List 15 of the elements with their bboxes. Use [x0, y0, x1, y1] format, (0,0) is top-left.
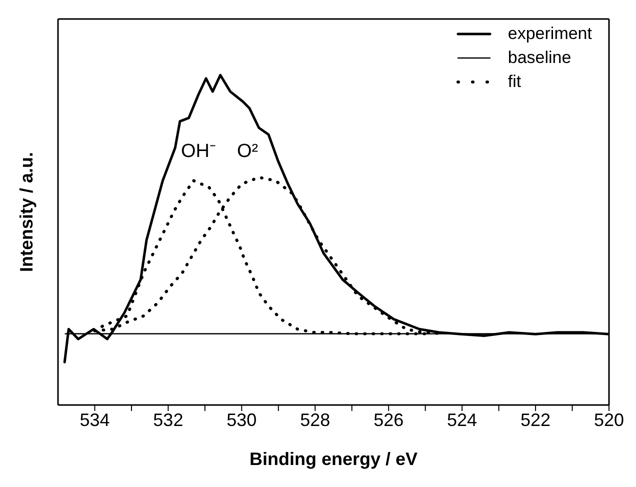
x-tick-label: 528 — [300, 410, 330, 430]
x-tick-label: 532 — [153, 410, 184, 430]
x-axis-title: Binding energy / eV — [249, 449, 418, 469]
x-tick-label: 530 — [226, 410, 257, 430]
y-axis-title: Intensity / a.u. — [16, 152, 36, 272]
x-tick-label: 534 — [80, 410, 110, 430]
legend-label: fit — [508, 72, 522, 92]
legend-label: experiment — [508, 24, 592, 44]
annotation: OH⁻ — [180, 141, 216, 162]
legend-label: baseline — [508, 48, 572, 68]
x-tick-label: 526 — [374, 410, 404, 430]
x-tick-label: 522 — [520, 410, 551, 430]
x-tick-label: 524 — [447, 410, 478, 430]
x-tick-label: 520 — [594, 410, 624, 430]
annotation: O² — [236, 141, 260, 162]
